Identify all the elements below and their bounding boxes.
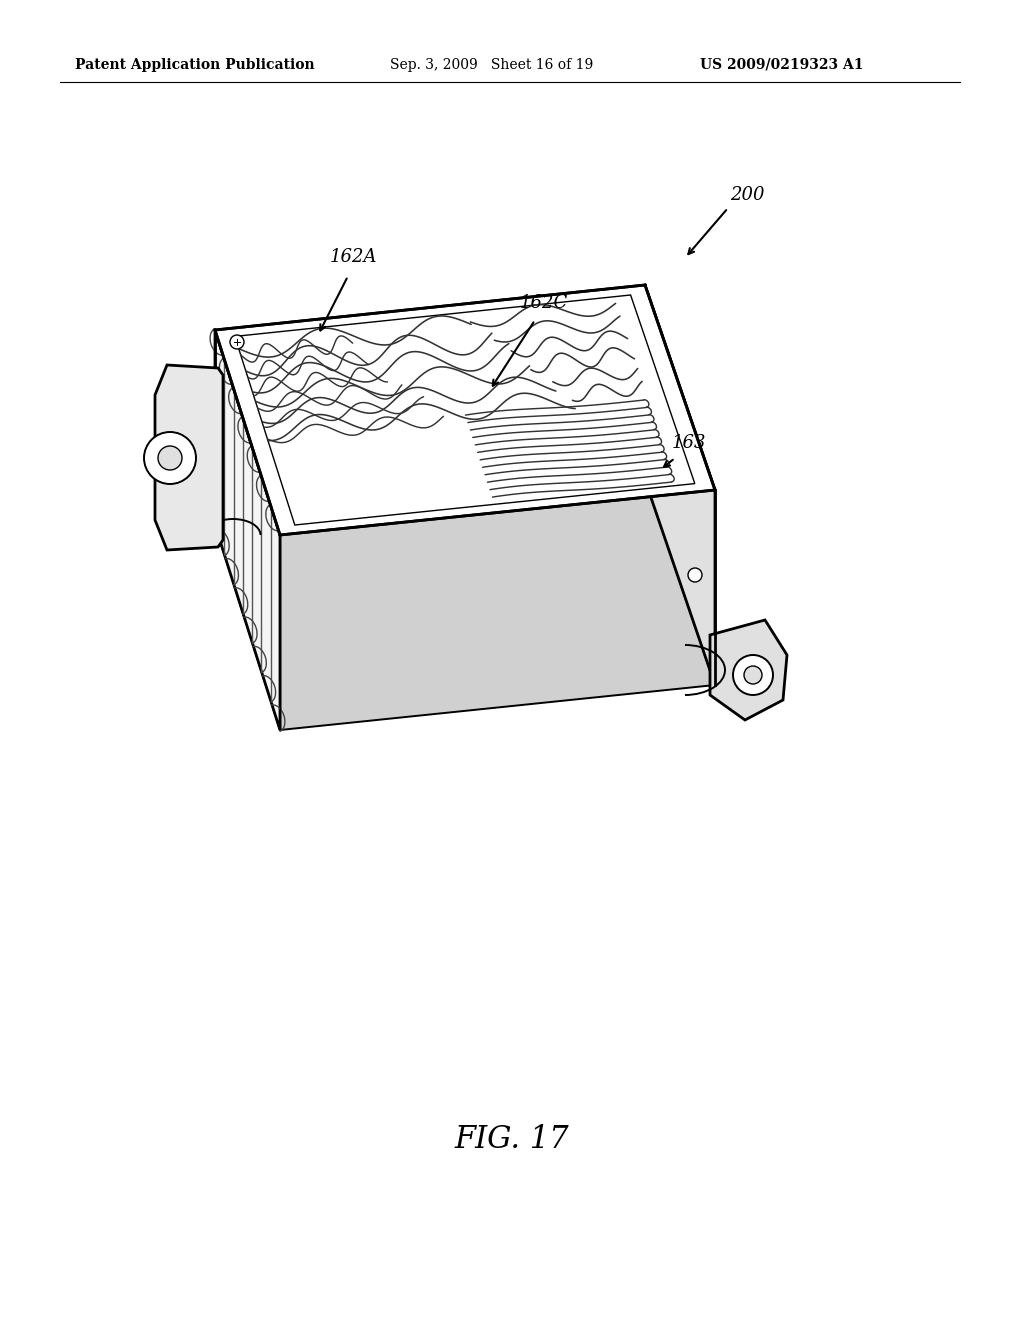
Text: 200: 200	[730, 186, 765, 205]
Text: 162A: 162A	[330, 248, 378, 267]
Circle shape	[144, 432, 196, 484]
Polygon shape	[215, 330, 280, 730]
Polygon shape	[710, 620, 787, 719]
Text: FIG. 17: FIG. 17	[455, 1125, 569, 1155]
Polygon shape	[645, 285, 715, 685]
Polygon shape	[155, 366, 223, 550]
Text: Sep. 3, 2009   Sheet 16 of 19: Sep. 3, 2009 Sheet 16 of 19	[390, 58, 593, 73]
Text: 162C: 162C	[520, 294, 568, 312]
Text: Patent Application Publication: Patent Application Publication	[75, 58, 314, 73]
Circle shape	[230, 335, 244, 348]
Polygon shape	[215, 480, 715, 730]
Circle shape	[733, 655, 773, 696]
Circle shape	[744, 667, 762, 684]
Text: 163: 163	[672, 434, 707, 451]
Text: US 2009/0219323 A1: US 2009/0219323 A1	[700, 58, 863, 73]
Polygon shape	[215, 285, 715, 535]
Circle shape	[688, 568, 702, 582]
Circle shape	[158, 446, 182, 470]
